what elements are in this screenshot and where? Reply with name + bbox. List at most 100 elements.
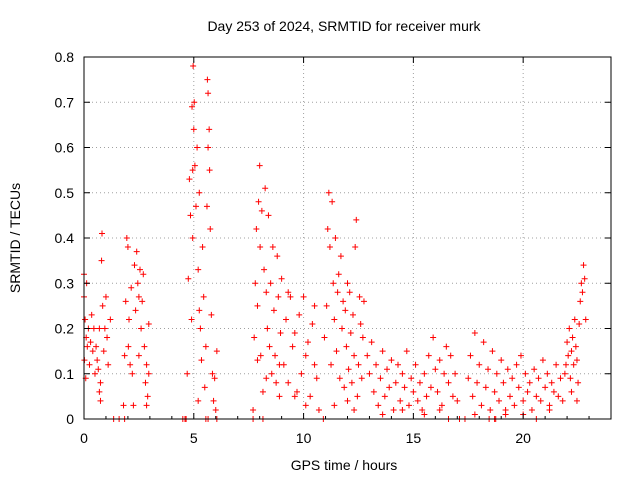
data-point [559,397,566,404]
data-point [513,361,520,368]
data-point [500,379,507,386]
data-point [535,375,542,382]
data-point [335,271,342,278]
data-point [332,235,339,241]
data-point [399,370,406,377]
data-point [185,275,192,282]
data-point [196,189,203,196]
data-point [98,257,105,264]
data-point [577,298,584,305]
data-point [539,357,546,364]
data-point [569,334,576,341]
data-point [379,348,386,355]
data-point [334,289,341,296]
data-point [515,384,522,391]
data-point [265,212,272,219]
data-point [329,198,336,205]
data-point [205,90,212,97]
data-point [397,397,404,404]
data-point [102,293,109,300]
data-point [296,311,303,318]
data-point [425,352,432,359]
data-point [96,325,103,332]
data-point [213,348,220,355]
data-point [333,348,340,355]
data-point [135,352,142,359]
data-point [212,406,219,413]
data-point [251,334,258,341]
data-point [145,320,152,327]
data-point [358,375,365,382]
data-point [184,370,191,377]
data-point [436,357,443,364]
data-point [345,366,352,373]
data-point [555,393,562,400]
data-point [379,411,386,418]
data-point [421,411,428,418]
data-point [104,334,111,341]
data-point [129,370,136,377]
data-point [100,348,107,355]
x-tick-label: 0 [80,430,88,446]
data-point [351,352,358,359]
data-point [568,388,575,395]
data-point [326,244,333,251]
x-axis-label: GPS time / hours [291,457,398,473]
data-point [266,343,273,350]
data-point [134,280,141,287]
data-point [526,379,533,386]
y-tick-label: 0.2 [55,321,75,337]
data-point [209,370,216,377]
data-point [82,316,89,323]
data-point [528,406,535,413]
data-point [88,311,95,318]
data-point [454,397,461,404]
data-point [258,207,265,214]
data-point [480,339,487,346]
data-point [186,176,193,183]
data-point [467,352,474,359]
data-point [315,406,322,413]
data-point [210,397,217,404]
data-point [452,370,459,377]
data-point [427,384,434,391]
data-point [360,298,367,305]
data-point [267,280,274,287]
data-point [190,63,197,70]
data-point [133,248,140,255]
data-point [443,343,450,350]
chart-title: Day 253 of 2024, SRMTID for receiver mur… [207,18,481,34]
data-point [344,397,351,404]
data-point [359,334,366,341]
data-point [300,293,307,300]
data-point [493,370,500,377]
data-point [311,361,318,368]
data-point [423,393,430,400]
data-point [436,406,443,413]
data-point [395,361,402,368]
data-point [568,348,575,355]
data-point [93,343,100,350]
data-point [482,384,489,391]
data-point [355,361,362,368]
y-tick-label: 0.3 [55,275,75,291]
data-point [432,366,439,373]
data-point [562,361,569,368]
data-point [465,375,472,382]
data-point [206,167,213,174]
data-point [573,397,580,404]
data-point [357,320,364,327]
data-point [91,370,98,377]
data-point [254,302,261,309]
data-point [252,280,259,287]
data-point [298,370,305,377]
y-tick-label: 0.8 [55,49,75,65]
data-point [405,402,412,409]
data-point [191,162,198,169]
data-point [548,379,555,386]
data-point [187,212,194,219]
data-point [195,266,202,273]
data-point [399,406,406,413]
data-point [572,343,579,350]
data-point [189,103,196,110]
